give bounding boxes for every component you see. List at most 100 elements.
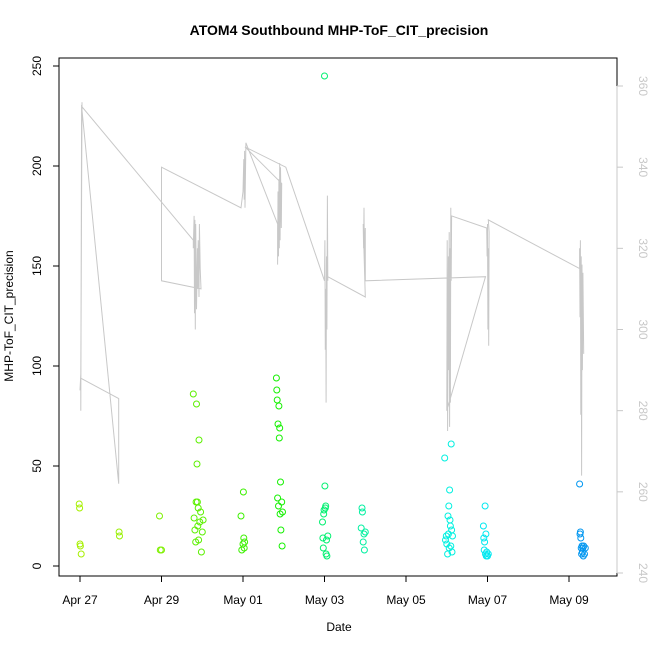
y-tick-label: 250 xyxy=(30,56,44,76)
data-point xyxy=(240,534,248,542)
data-point xyxy=(359,538,367,546)
data-point xyxy=(193,460,201,468)
data-point xyxy=(321,72,328,80)
data-point xyxy=(449,532,456,540)
data-point xyxy=(116,532,123,540)
data-point xyxy=(274,494,282,502)
data-point xyxy=(483,548,491,556)
data-point xyxy=(358,504,366,512)
data-point xyxy=(441,454,449,462)
data-point xyxy=(195,536,203,544)
data-point xyxy=(275,434,283,442)
y2-tick-label: 280 xyxy=(636,401,650,421)
data-point xyxy=(76,542,84,550)
data-point xyxy=(482,530,490,538)
data-point xyxy=(197,508,205,516)
data-point xyxy=(193,400,200,408)
data-point xyxy=(444,512,452,520)
y2-tick-label: 260 xyxy=(636,482,650,502)
data-point xyxy=(448,526,456,534)
data-point xyxy=(577,534,585,542)
data-point xyxy=(199,516,207,524)
data-point xyxy=(323,552,331,560)
plot-frame xyxy=(58,57,618,577)
x-tick-label: May 01 xyxy=(223,593,263,607)
x-tick-label: May 07 xyxy=(468,593,508,607)
x-tick-label: May 09 xyxy=(549,593,589,607)
data-point xyxy=(278,542,286,550)
data-point xyxy=(75,500,83,508)
y-axis-left: 0 50 100 150 200 250 xyxy=(30,56,60,569)
data-point xyxy=(158,546,165,554)
data-point xyxy=(358,508,366,516)
data-point xyxy=(189,390,197,398)
data-point xyxy=(273,396,281,404)
y-tick-label: 150 xyxy=(30,256,44,276)
x-tick-label: May 05 xyxy=(386,593,426,607)
data-point xyxy=(277,478,284,486)
y2-tick-label: 300 xyxy=(636,319,650,339)
data-point xyxy=(156,512,163,520)
data-point xyxy=(277,526,285,534)
x-tick-label: May 03 xyxy=(305,593,345,607)
data-point xyxy=(274,420,282,428)
data-point xyxy=(319,518,326,526)
x-axis: Apr 27 Apr 29 May 01 May 03 May 05 May 07 May … xyxy=(62,575,589,607)
data-point xyxy=(272,374,280,382)
x-axis-label: Date xyxy=(326,620,352,634)
data-point xyxy=(195,436,203,444)
data-point xyxy=(479,522,487,530)
data-point xyxy=(278,498,286,506)
data-point xyxy=(481,538,489,546)
data-point xyxy=(239,488,247,496)
data-point xyxy=(275,402,283,410)
y2-tick-label: 240 xyxy=(636,563,650,583)
data-point xyxy=(360,530,368,538)
data-point xyxy=(324,532,332,540)
data-point xyxy=(198,528,206,536)
data-point xyxy=(361,528,369,536)
data-point xyxy=(319,544,327,552)
data-point xyxy=(580,542,588,550)
y-axis-right: 240 260 280 300 320 340 360 xyxy=(616,76,650,583)
data-point xyxy=(484,550,492,558)
data-point xyxy=(273,386,281,394)
data-point xyxy=(481,502,489,510)
data-point xyxy=(581,544,589,552)
data-point xyxy=(237,512,245,520)
data-point xyxy=(480,534,488,542)
data-point xyxy=(115,528,123,536)
y-axis-label: MHP-ToF_CIT_precision xyxy=(2,250,16,381)
x-tick-label: Apr 27 xyxy=(62,593,98,607)
data-point xyxy=(321,482,329,490)
y-tick-label: 200 xyxy=(30,156,44,176)
y2-tick-label: 360 xyxy=(636,76,650,96)
data-point xyxy=(323,536,330,544)
chart-title: ATOM4 Southbound MHP-ToF_CIT_precision xyxy=(190,22,489,38)
data-point xyxy=(357,524,365,532)
data-point xyxy=(276,424,284,432)
y-tick-label: 0 xyxy=(30,562,44,569)
data-point xyxy=(241,538,249,546)
y-tick-label: 50 xyxy=(30,459,44,473)
data-point xyxy=(445,502,453,510)
y2-tick-label: 340 xyxy=(636,157,650,177)
y-tick-label: 100 xyxy=(30,356,44,376)
data-point xyxy=(197,548,205,556)
data-point xyxy=(194,522,202,530)
data-point xyxy=(448,548,456,556)
secondary-trace-layer xyxy=(79,102,585,484)
data-point xyxy=(447,440,455,448)
data-points-layer xyxy=(75,72,589,560)
secondary-trace-line xyxy=(79,102,585,484)
data-point xyxy=(76,504,84,512)
data-point xyxy=(275,502,282,510)
data-point xyxy=(77,550,85,558)
data-point xyxy=(279,508,286,516)
y2-tick-label: 320 xyxy=(636,238,650,258)
data-point xyxy=(446,522,454,530)
data-point xyxy=(360,546,368,554)
data-point xyxy=(446,486,454,494)
x-tick-label: Apr 29 xyxy=(144,593,180,607)
